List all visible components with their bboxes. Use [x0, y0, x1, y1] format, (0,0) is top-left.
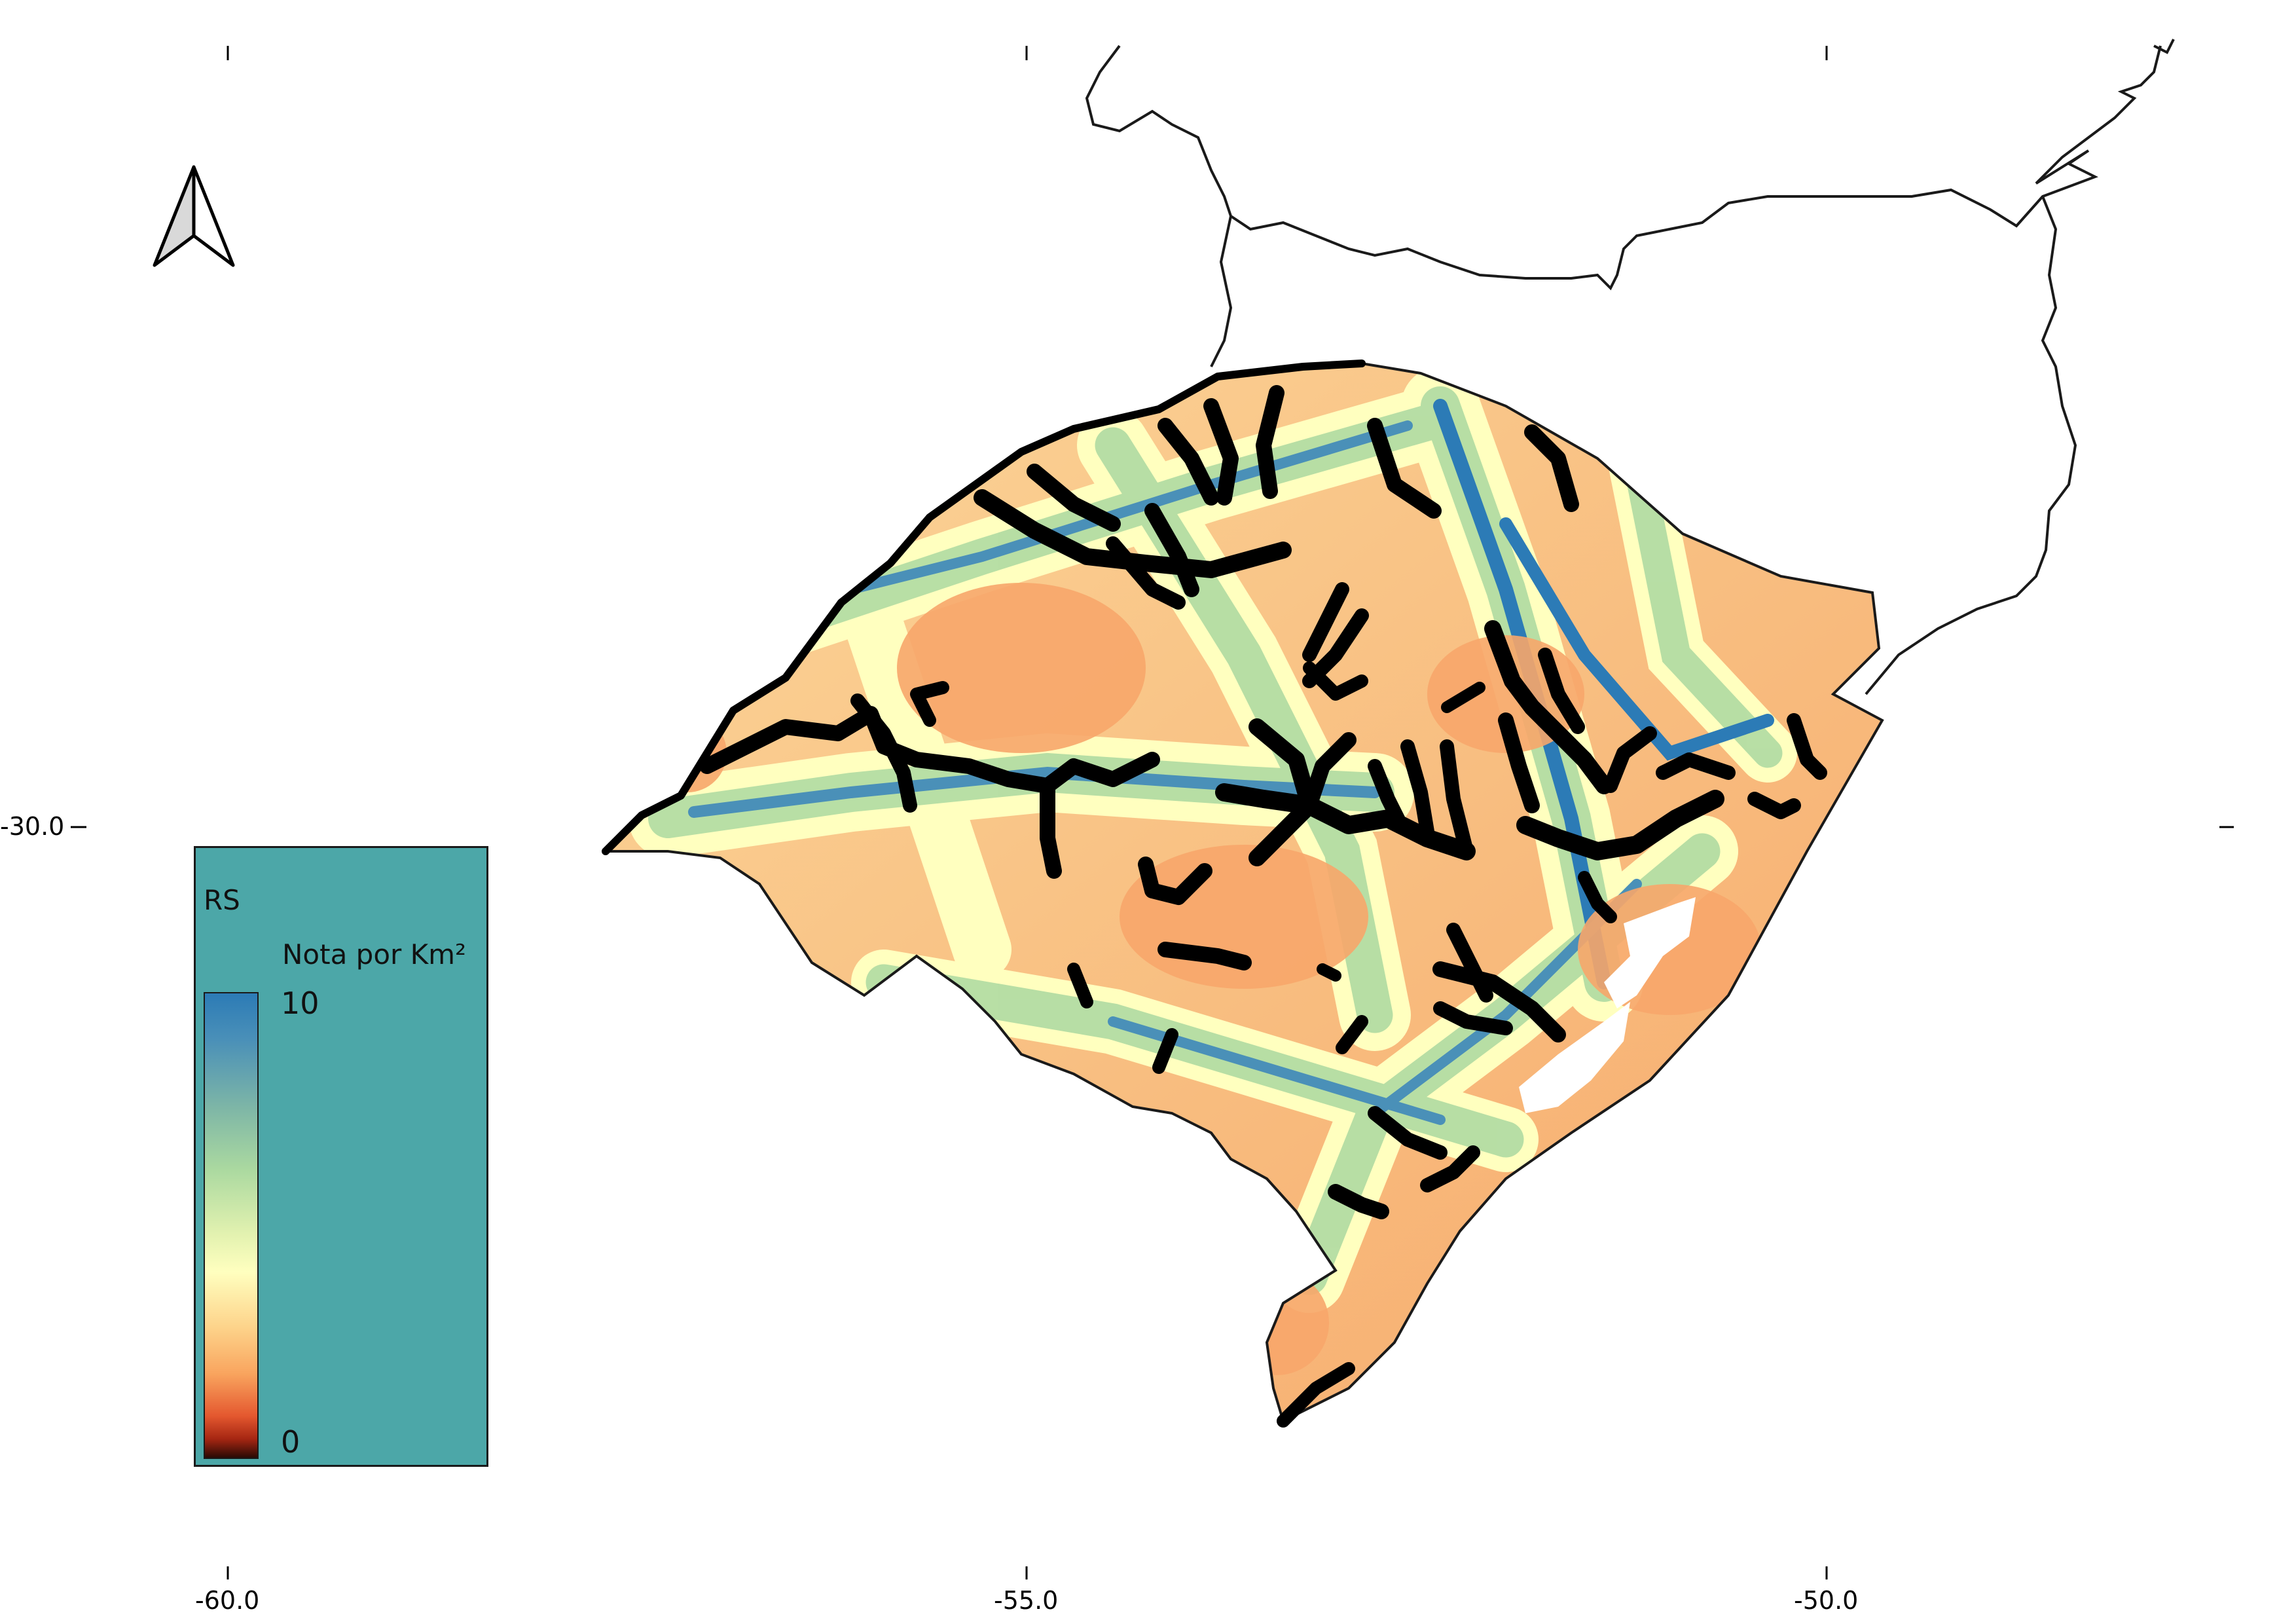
- neighbor-state-outlines: [1085, 39, 2175, 695]
- y-tick-label-1: -30.0: [0, 812, 65, 841]
- x-tick-label-1: -60.0: [195, 1586, 260, 1615]
- legend-subtitle: Nota por Km²: [282, 938, 466, 970]
- legend-max-label: 10: [281, 986, 319, 1021]
- legend-title: RS: [204, 884, 240, 916]
- suitability-raster: [606, 363, 1882, 1421]
- rivers: [602, 360, 1827, 1428]
- legend-color-ramp: [204, 992, 259, 1459]
- x-tick-label-3: -50.0: [1794, 1586, 1859, 1615]
- legend-panel: RS Nota por Km² 10 0: [194, 846, 488, 1467]
- no-data-areas: [1519, 897, 1696, 1113]
- x-tick-label-2: -55.0: [994, 1586, 1059, 1615]
- axis-ticks: [71, 46, 2234, 1579]
- north-arrow-icon: [153, 165, 235, 267]
- legend-min-label: 0: [281, 1424, 301, 1460]
